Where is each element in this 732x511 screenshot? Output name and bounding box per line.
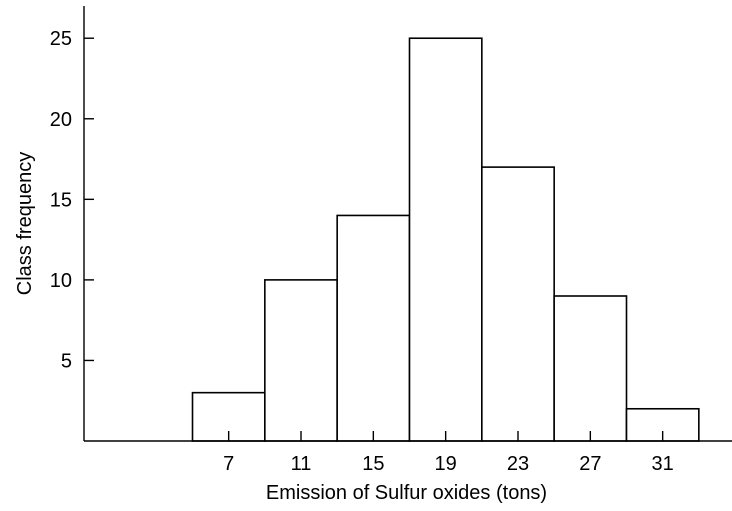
y-axis-title: Class frequency [14, 152, 36, 295]
x-tick-label: 27 [579, 453, 601, 475]
histogram-bar [553, 295, 628, 442]
histogram-bar [408, 37, 483, 442]
y-tick-label: 5 [61, 350, 72, 372]
x-tick-label: 23 [507, 453, 529, 475]
bars-layer [191, 37, 700, 442]
x-tick-label: 11 [291, 453, 312, 475]
histogram-bar [336, 214, 411, 442]
axes-layer [83, 6, 732, 442]
ticks-layer: 5 10 15 20 25 7 11 15 19 23 27 31 [50, 28, 674, 475]
x-tick-label: 31 [652, 453, 674, 475]
x-tick-label: 7 [223, 453, 234, 475]
histogram-bar [264, 279, 338, 442]
histogram-bar [481, 166, 555, 442]
y-tick-label: 20 [50, 109, 72, 131]
y-tick-label: 25 [50, 28, 72, 50]
y-tick-label: 15 [50, 189, 72, 211]
x-axis-title: Emission of Sulfur oxides (tons) [266, 482, 547, 504]
x-tick-label: 15 [362, 453, 384, 475]
x-tick-label: 19 [435, 453, 457, 475]
y-tick-label: 10 [50, 270, 72, 292]
